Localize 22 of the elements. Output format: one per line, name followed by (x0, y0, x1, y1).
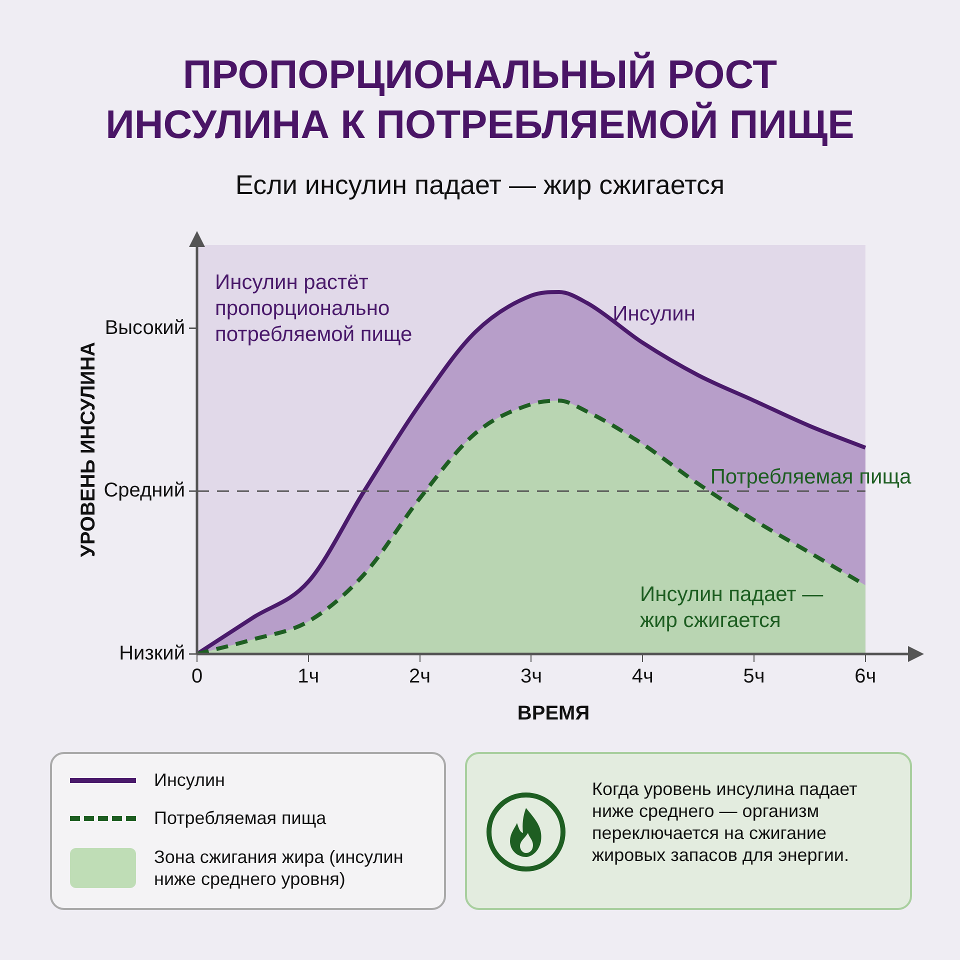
chart-title: ПРОПОРЦИОНАЛЬНЫЙ РОСТ ИНСУЛИНА К ПОТРЕБЛЯЕМОЙ ПИЩЕ (104, 50, 856, 149)
x-tick-label: 5ч (743, 666, 765, 688)
x-tick-label: 3ч (520, 666, 542, 688)
text: Зона сжигания жира (инсулин ниже среднего уровня) (154, 846, 404, 890)
legend-label: Инсулин (154, 770, 225, 791)
text: Низкий (119, 642, 185, 665)
annotation: Инсулин падает — жир сжигается (640, 582, 824, 634)
y-axis-title: УРОВЕНЬ ИНСУЛИНА (78, 342, 100, 558)
x-axis-title: ВРЕМЯ (517, 702, 590, 725)
chart-subtitle: Если инсулин падает — жир сжигается (234, 170, 726, 201)
ref-line-label: Средний (104, 480, 185, 502)
text: Потребляемая пища (710, 465, 912, 488)
text: Высокий (104, 316, 185, 339)
legend-label: Потребляемая пища (154, 808, 326, 829)
text: Инсулин (612, 302, 696, 326)
x-tick-label: 1ч (298, 666, 320, 688)
annotation: Инсулин растёт пропорционально потребляемой пище (215, 270, 414, 348)
x-tick-label: 0 (191, 666, 203, 688)
x-tick-label: 4ч (632, 666, 654, 688)
x-tick-label: 2ч (409, 666, 431, 688)
x-tick-label: 6ч (854, 666, 876, 688)
text: Когда уровень инсулина падает ниже среднего — организм переключается на сжигание жировых запасов для энергии. (592, 778, 858, 866)
